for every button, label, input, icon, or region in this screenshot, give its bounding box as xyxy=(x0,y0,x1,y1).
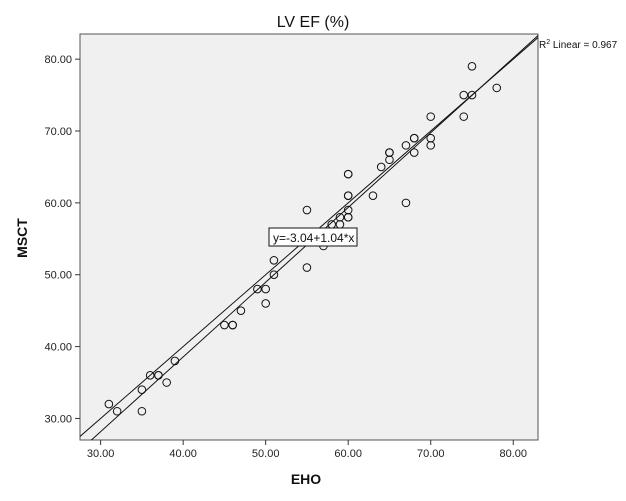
data-point xyxy=(426,112,436,121)
data-point xyxy=(343,169,353,179)
data-point xyxy=(401,141,411,150)
r2-value: Linear = 0.967 xyxy=(550,40,617,51)
y-tick-label: 60.00 xyxy=(44,198,72,210)
data-point xyxy=(228,320,237,330)
data-point xyxy=(302,263,312,272)
x-tick-label: 30.00 xyxy=(87,448,115,460)
data-point xyxy=(137,385,147,394)
y-tick-label: 80.00 xyxy=(44,54,72,66)
data-point xyxy=(145,371,155,380)
x-tick-label: 50.00 xyxy=(252,448,280,460)
data-point xyxy=(261,299,270,308)
data-point xyxy=(343,191,353,200)
data-point xyxy=(236,306,246,315)
data-point xyxy=(269,270,279,280)
x-axis-title: EHO xyxy=(291,471,321,487)
r2-prefix: R xyxy=(539,40,546,51)
data-point xyxy=(343,205,353,215)
data-point xyxy=(459,90,469,100)
data-points xyxy=(104,62,502,416)
y-tick-label: 50.00 xyxy=(44,270,72,282)
data-point xyxy=(162,378,171,387)
equation-box: y=-3.04+1.04*x xyxy=(268,227,358,247)
data-point xyxy=(467,62,477,71)
data-point xyxy=(368,191,378,200)
y-tick-label: 30.00 xyxy=(44,413,72,425)
y-axis: 30.00 40.00 50.00 60.00 70.00 80.00 xyxy=(44,54,80,425)
r2-annotation: R2 Linear = 0.967 xyxy=(539,39,618,51)
x-tick-label: 60.00 xyxy=(334,448,362,460)
y-tick-label: 40.00 xyxy=(44,342,72,354)
data-point xyxy=(409,133,419,143)
chart-title: LV EF (%) xyxy=(277,14,350,31)
data-point xyxy=(154,371,163,380)
data-point xyxy=(459,112,469,121)
equation-label: y=-3.04+1.04*x xyxy=(273,231,354,245)
data-point xyxy=(401,198,411,208)
r2-superscript: 2 xyxy=(546,39,550,46)
data-point xyxy=(302,205,312,215)
data-point xyxy=(253,284,262,294)
data-point xyxy=(467,90,477,100)
x-axis: 30.00 40.00 50.00 60.00 70.00 80.00 xyxy=(87,440,527,460)
data-point xyxy=(492,83,502,93)
y-axis-title: MSCT xyxy=(14,218,30,258)
data-point xyxy=(426,141,436,150)
x-tick-label: 80.00 xyxy=(499,448,527,460)
data-point xyxy=(376,162,386,172)
data-point xyxy=(220,320,229,330)
data-point xyxy=(112,406,122,416)
data-point xyxy=(269,256,279,265)
x-tick-label: 40.00 xyxy=(169,448,197,460)
data-point xyxy=(409,148,419,157)
data-point xyxy=(261,284,270,294)
y-tick-label: 70.00 xyxy=(44,126,72,138)
data-point xyxy=(104,399,114,409)
data-point xyxy=(137,406,147,416)
x-tick-label: 70.00 xyxy=(417,448,445,460)
data-point xyxy=(385,148,394,157)
data-point xyxy=(170,356,180,366)
